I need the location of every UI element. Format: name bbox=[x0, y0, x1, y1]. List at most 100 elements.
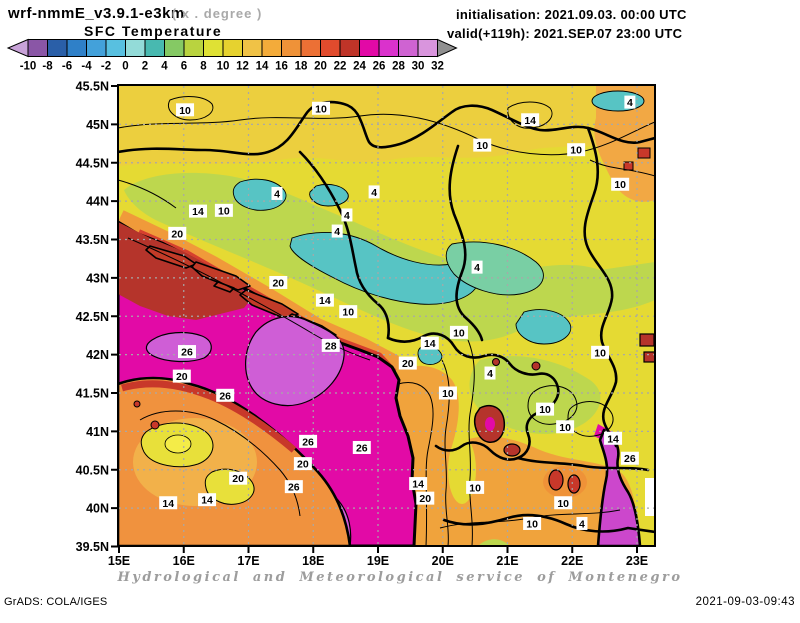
contour-label-box bbox=[473, 138, 492, 152]
colorbar-tick-label: 2 bbox=[142, 61, 148, 73]
y-axis-tick-label: 41N bbox=[86, 425, 109, 439]
contour-label: 26 bbox=[356, 442, 368, 454]
contour-label: 4 bbox=[344, 210, 350, 222]
contour-label: 14 bbox=[607, 433, 619, 445]
contour-label: 10 bbox=[342, 307, 354, 319]
colorbar-tick-label: 20 bbox=[314, 61, 327, 73]
contour-label-box bbox=[339, 305, 358, 319]
contour-label-box bbox=[536, 402, 555, 416]
y-axis-tick-label: 41.5N bbox=[76, 387, 109, 401]
hot-spot bbox=[637, 147, 651, 159]
colorbar-tick-label: -6 bbox=[62, 61, 72, 73]
y-axis-tick-label: 40N bbox=[86, 502, 109, 516]
axis-labels: 45.5N 45N 44.5N 44N 43.5N 43N 42.5N 42N 41.5N 41N… bbox=[76, 80, 648, 569]
contour-label: 14 bbox=[412, 479, 424, 491]
colorbar-tick-label: 12 bbox=[236, 61, 249, 73]
contour-label: 26 bbox=[288, 482, 300, 494]
colorbar-tick-label: -4 bbox=[81, 61, 92, 73]
contour-label-box bbox=[576, 516, 588, 530]
contour-label-box bbox=[554, 496, 573, 510]
colorbar-tick-label: 30 bbox=[412, 61, 425, 73]
y-axis-tick-label: 44N bbox=[86, 195, 109, 209]
contour-label: 10 bbox=[526, 518, 538, 530]
contour-label: 14 bbox=[424, 338, 436, 350]
colorbar-tick-label: 6 bbox=[181, 61, 187, 73]
contour-label: 10 bbox=[453, 327, 465, 339]
contour-label: 10 bbox=[442, 388, 454, 400]
contour-label-box bbox=[271, 186, 283, 200]
contour-label-box bbox=[368, 185, 380, 199]
y-axis-tick-label: 43N bbox=[86, 271, 109, 285]
model-title-text: wrf-nmmE_v3.9.1-e3km bbox=[8, 5, 185, 22]
contour-label-box bbox=[315, 293, 334, 307]
contour-label: 14 bbox=[162, 498, 174, 510]
colorbar-above-arrow bbox=[437, 38, 458, 58]
contour-label-box bbox=[591, 345, 610, 359]
x-axis-tick-label: 22E bbox=[561, 554, 583, 568]
y-axis-tick-label: 44.5N bbox=[76, 156, 109, 170]
x-axis-tick-label: 16E bbox=[173, 554, 195, 568]
contour-label: 4 bbox=[579, 518, 585, 530]
contour-label-box bbox=[438, 386, 457, 400]
contour-label-box bbox=[321, 338, 340, 352]
contour-label-box bbox=[352, 440, 371, 454]
colorbar-tick-label: 22 bbox=[334, 61, 347, 73]
contour-label-box bbox=[398, 356, 417, 370]
contour-label-box bbox=[523, 516, 542, 530]
contour-label: 20 bbox=[171, 228, 183, 240]
southeast-orange bbox=[444, 436, 640, 546]
contour-label-box bbox=[284, 480, 303, 494]
x-axis-tick-label: 18E bbox=[302, 554, 324, 568]
contour-label: 10 bbox=[469, 482, 481, 494]
x-axis-tick-label: 15E bbox=[108, 554, 130, 568]
variable-title: SFC Temperature bbox=[84, 23, 223, 39]
contour-label-box bbox=[216, 388, 235, 402]
x-axis-tick-label: 17E bbox=[237, 554, 259, 568]
contour-label: 4 bbox=[487, 368, 493, 380]
contour-label: 14 bbox=[201, 495, 213, 507]
contour-label-box bbox=[611, 177, 630, 191]
y-axis-tick-label: 42.5N bbox=[76, 310, 109, 324]
contour-label: 26 bbox=[219, 390, 231, 402]
colorbar-tick-label: -2 bbox=[101, 61, 111, 73]
contour-label: 26 bbox=[181, 347, 193, 359]
contour-label-box bbox=[331, 224, 343, 238]
contour-label: 10 bbox=[315, 103, 327, 115]
contour-label-box bbox=[172, 369, 191, 383]
contour-label-box bbox=[269, 275, 288, 289]
contour-label-box bbox=[620, 451, 639, 465]
contour-label-box bbox=[624, 95, 636, 109]
contour-label-box bbox=[567, 143, 586, 157]
contour-label: 28 bbox=[325, 340, 337, 352]
contour-label: 10 bbox=[570, 145, 582, 157]
contour-label: 14 bbox=[192, 206, 204, 218]
contour-label-box bbox=[556, 420, 575, 434]
contour-label: 20 bbox=[232, 473, 244, 485]
contour-label-box bbox=[409, 477, 428, 491]
colorbar-tick-label: 0 bbox=[122, 61, 128, 73]
contour-label-box bbox=[299, 434, 318, 448]
contour-label-box bbox=[466, 480, 485, 494]
contour-label-box bbox=[521, 113, 540, 127]
contour-label: 4 bbox=[627, 97, 633, 109]
contour-label-box bbox=[198, 493, 217, 507]
contour-label: 10 bbox=[218, 205, 230, 217]
contour-label-box bbox=[168, 226, 187, 240]
colorbar-svg: -10 -8 -6 -4 -2 0 2 4 6 8 10 12 14 16 18 20 22 24 26 28 30 32 bbox=[6, 38, 458, 73]
contour-label: 26 bbox=[624, 453, 636, 465]
contour-label: 4 bbox=[334, 226, 340, 238]
y-axis-tick-label: 45.5N bbox=[76, 80, 109, 94]
contour-label: 26 bbox=[302, 436, 314, 448]
contour-label-box bbox=[604, 431, 623, 445]
contour-label: 4 bbox=[274, 188, 280, 200]
y-axis-tick-label: 40.5N bbox=[76, 463, 109, 477]
y-axis-tick-label: 45N bbox=[86, 118, 109, 132]
hot-spot bbox=[623, 161, 634, 171]
colorbar: -10 -8 -6 -4 -2 0 2 4 6 8 10 12 14 16 18 20 22 24 26 28 30 32 bbox=[0, 38, 470, 79]
contour-label: 10 bbox=[476, 140, 488, 152]
colorbar-tick-label: 8 bbox=[200, 61, 207, 73]
contour-label: 20 bbox=[297, 459, 309, 471]
colorbar-tick-label: 4 bbox=[161, 61, 168, 73]
